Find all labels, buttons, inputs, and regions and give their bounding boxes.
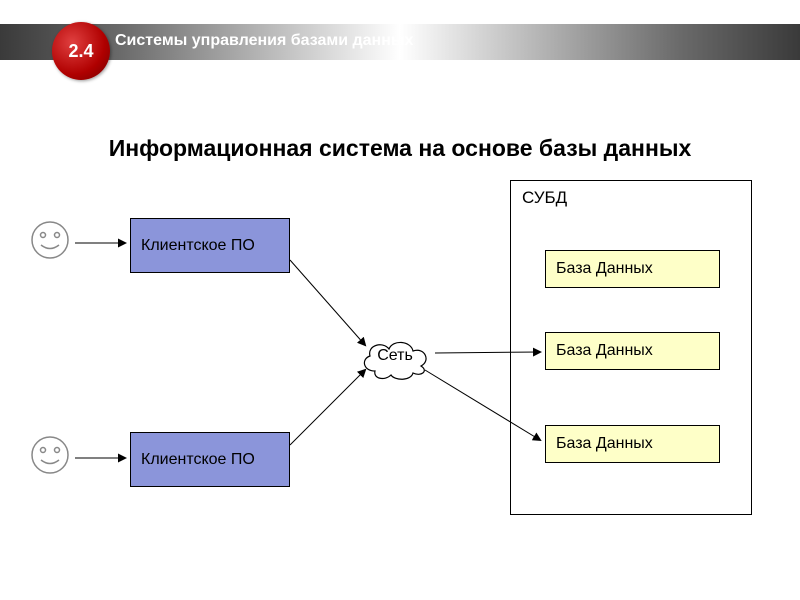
db-label: База Данных [556, 435, 653, 453]
db-box-3: База Данных [545, 425, 720, 463]
client-label: Клиентское ПО [141, 451, 255, 469]
client-box-2: Клиентское ПО [130, 432, 290, 487]
diagram: Клиентское ПО Клиентское ПО Сеть СУБД Ба… [0, 0, 800, 600]
db-box-2: База Данных [545, 332, 720, 370]
user-icon [30, 435, 70, 475]
db-box-1: База Данных [545, 250, 720, 288]
db-label: База Данных [556, 260, 653, 278]
network-label: Сеть [355, 347, 435, 365]
dbms-label: СУБД [522, 188, 567, 208]
user-icon [30, 220, 70, 260]
client-box-1: Клиентское ПО [130, 218, 290, 273]
network-cloud: Сеть [355, 333, 435, 386]
client-label: Клиентское ПО [141, 237, 255, 255]
db-label: База Данных [556, 342, 653, 360]
